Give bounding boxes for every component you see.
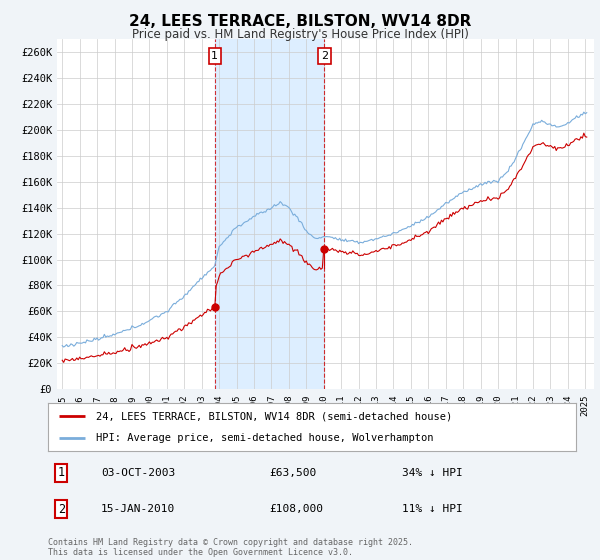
- Text: £63,500: £63,500: [270, 468, 317, 478]
- Text: 2: 2: [58, 502, 65, 516]
- Text: 15-JAN-2010: 15-JAN-2010: [101, 504, 175, 514]
- Text: 03-OCT-2003: 03-OCT-2003: [101, 468, 175, 478]
- Text: £108,000: £108,000: [270, 504, 324, 514]
- Text: Price paid vs. HM Land Registry's House Price Index (HPI): Price paid vs. HM Land Registry's House …: [131, 28, 469, 41]
- Text: 24, LEES TERRACE, BILSTON, WV14 8DR: 24, LEES TERRACE, BILSTON, WV14 8DR: [129, 14, 471, 29]
- Text: 1: 1: [58, 466, 65, 479]
- Text: 24, LEES TERRACE, BILSTON, WV14 8DR (semi-detached house): 24, LEES TERRACE, BILSTON, WV14 8DR (sem…: [95, 411, 452, 421]
- Text: Contains HM Land Registry data © Crown copyright and database right 2025.
This d: Contains HM Land Registry data © Crown c…: [48, 538, 413, 557]
- Text: 34% ↓ HPI: 34% ↓ HPI: [402, 468, 463, 478]
- Text: 2: 2: [321, 51, 328, 61]
- Text: 11% ↓ HPI: 11% ↓ HPI: [402, 504, 463, 514]
- Text: 1: 1: [211, 51, 218, 61]
- Text: HPI: Average price, semi-detached house, Wolverhampton: HPI: Average price, semi-detached house,…: [95, 433, 433, 443]
- Bar: [215, 39, 325, 389]
